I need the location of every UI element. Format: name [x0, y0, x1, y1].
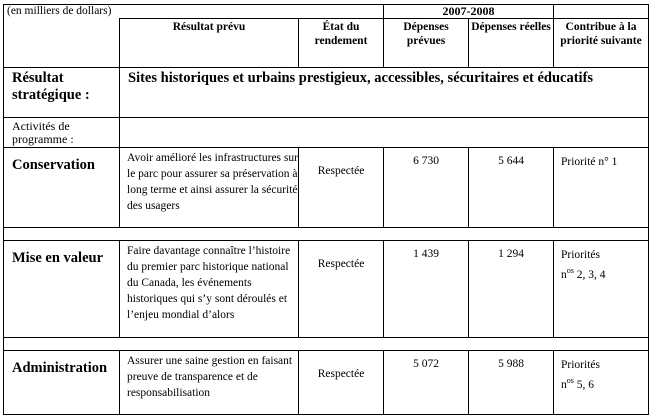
expected-result-cell: Assurer une saine gestion en faisant pre…	[119, 350, 299, 415]
priority-text: Priorités nos 5, 6	[555, 352, 648, 393]
status-text: Respectée	[317, 165, 365, 177]
header-contributes-to: Contribue à la priorité suivante	[553, 18, 650, 68]
priority-cell: Priorité n° 1	[553, 147, 650, 228]
strategic-outcome-text-cell: Sites historiques et urbains prestigieux…	[118, 67, 650, 118]
activity-name-cell: Mise en valeur	[3, 240, 120, 338]
status-cell: Respectée	[297, 240, 385, 338]
planned-value: 5 072	[413, 358, 439, 370]
priority-line2: 5, 6	[573, 378, 595, 391]
expected-result-text: Faire davantage connaître l’histoire du …	[127, 245, 291, 321]
status-cell: Respectée	[297, 350, 385, 415]
priority-sup: os	[566, 266, 574, 275]
status-cell: Respectée	[297, 147, 385, 228]
planned-cell: 1 439	[383, 240, 470, 338]
priority-line2: 2, 3, 4	[573, 268, 606, 281]
spacer-row	[2, 227, 650, 241]
priority-prefix: n	[561, 268, 567, 281]
strategic-outcome-label-cell: Résultat stratégique :	[3, 67, 120, 118]
activities-label-cell: Activités de programme :	[3, 117, 120, 148]
priority-text: Priorité n° 1	[561, 156, 618, 168]
header-expected-result: Résultat prévu	[119, 18, 299, 68]
activities-label: Activités de programme :	[12, 119, 74, 146]
status-text: Respectée	[317, 258, 365, 270]
header-performance-status: État du rendement	[297, 18, 385, 68]
activities-label-empty	[118, 117, 650, 148]
expected-result-text: Assurer une saine gestion en faisant pre…	[127, 355, 293, 399]
units-label-cell: (en milliers de dollars)	[2, 4, 385, 19]
planned-cell: 5 072	[383, 350, 470, 415]
expected-result-cell: Faire davantage connaître l’histoire du …	[119, 240, 299, 338]
expected-result-text: Avoir amélioré les infrastructures sur l…	[127, 152, 298, 212]
actual-cell: 1 294	[468, 240, 555, 338]
expected-result-cell: Avoir amélioré les infrastructures sur l…	[119, 147, 299, 228]
strategic-outcome-text: Sites historiques et urbains prestigieux…	[128, 70, 594, 86]
activity-name-mise-en-valeur: Mise en valeur	[12, 250, 104, 266]
spacer-row	[2, 337, 650, 351]
priority-prefix: n	[561, 378, 567, 391]
actual-cell: 5 644	[468, 147, 555, 228]
activity-name-conservation: Conservation	[12, 157, 95, 173]
status-text: Respectée	[317, 368, 365, 380]
activity-name-cell: Administration	[3, 350, 120, 415]
activity-name-cell: Conservation	[3, 147, 120, 228]
priority-sup: os	[566, 376, 574, 385]
period-header: 2007-2008	[383, 4, 555, 19]
header-empty-cell	[3, 18, 120, 68]
priority-cell: Priorités nos 5, 6	[553, 350, 650, 415]
actual-value: 5 988	[498, 358, 524, 370]
planned-cell: 6 730	[383, 147, 470, 228]
actual-value: 1 294	[498, 248, 524, 260]
priority-line1: Priorités	[561, 249, 600, 261]
header-planned-spending: Dépenses prévues	[383, 18, 470, 68]
priority-text: Priorités nos 2, 3, 4	[555, 242, 648, 283]
strategic-outcome-label: Résultat stratégique :	[12, 70, 90, 103]
header-actual-spending: Dépenses réelles	[468, 18, 555, 68]
priority-cell: Priorités nos 2, 3, 4	[553, 240, 650, 338]
units-label: (en milliers de dollars)	[7, 5, 112, 18]
actual-value: 5 644	[498, 155, 524, 167]
planned-value: 1 439	[413, 248, 439, 260]
activity-name-administration: Administration	[12, 360, 108, 376]
period-spacer	[553, 4, 650, 19]
priority-line1: Priorités	[561, 359, 600, 371]
planned-value: 6 730	[413, 155, 439, 167]
performance-table: (en milliers de dollars) 2007-2008 Résul…	[2, 4, 650, 415]
actual-cell: 5 988	[468, 350, 555, 415]
